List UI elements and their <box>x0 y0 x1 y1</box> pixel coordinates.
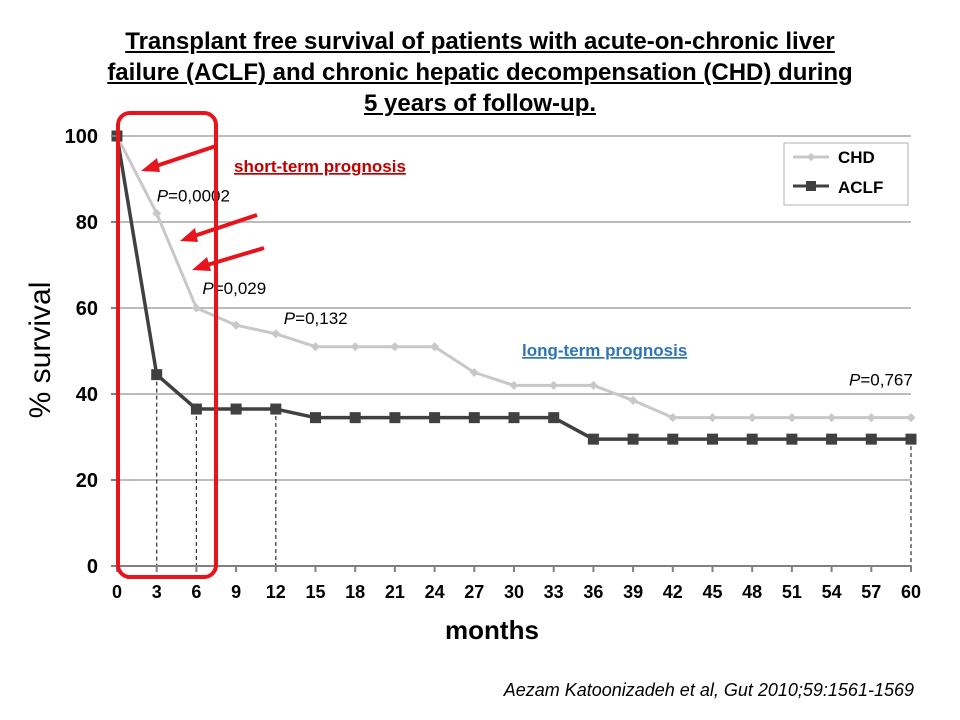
arrow-line <box>193 213 258 238</box>
data-point-chd <box>390 342 400 352</box>
data-point-chd <box>827 413 837 423</box>
legend-aclf-marker <box>806 181 816 191</box>
grid-lines <box>117 135 911 481</box>
data-point-aclf <box>468 412 480 424</box>
title-line: 5 years of follow-up. <box>363 90 597 117</box>
x-tick-label: 57 <box>861 582 881 602</box>
x-tick-label: 21 <box>385 582 405 602</box>
data-point-aclf <box>190 403 202 415</box>
p-value-label: P=0,132 <box>284 309 348 328</box>
x-tick-label: 45 <box>702 582 722 602</box>
data-point-chd <box>549 380 559 390</box>
y-tick-label: 40 <box>76 384 98 406</box>
x-tick-label: 24 <box>425 582 445 602</box>
data-point-aclf <box>429 412 441 424</box>
y-tick-label: 20 <box>76 470 98 492</box>
x-tick-label: 36 <box>583 582 603 602</box>
data-point-chd <box>628 395 638 405</box>
data-point-aclf <box>865 433 877 445</box>
y-axis-label: % survival <box>24 282 57 419</box>
data-point-chd <box>906 413 916 423</box>
data-point-aclf <box>707 433 718 445</box>
data-point-aclf <box>905 433 917 445</box>
data-point-chd <box>152 208 162 218</box>
x-tick-label: 39 <box>623 582 643 602</box>
x-tick-label: 3 <box>152 582 162 602</box>
data-point-aclf <box>389 412 401 424</box>
x-tick-label: 18 <box>345 582 365 602</box>
y-tick-label: 60 <box>76 298 98 320</box>
data-point-chd <box>509 380 519 390</box>
data-point-chd <box>310 342 321 352</box>
legend-aclf-label: ACLF <box>838 178 883 197</box>
data-point-aclf <box>587 433 599 445</box>
p-value-guide-lines <box>156 374 912 566</box>
legend-box <box>783 142 909 206</box>
x-tick-label: 60 <box>901 582 921 602</box>
title-line: failure (ACLF) and chronic hepatic decom… <box>107 59 853 86</box>
x-tick-label: 51 <box>782 582 802 602</box>
p-value-label: P=0,0002 <box>157 186 230 205</box>
chart-title: Transplant free survival of patients wit… <box>0 26 960 119</box>
arrow-head <box>141 158 160 172</box>
x-tick-label: 12 <box>266 582 286 602</box>
arrow-line <box>155 144 217 168</box>
data-point-aclf <box>508 412 520 424</box>
data-point-chd <box>668 413 678 423</box>
data-point-aclf <box>270 403 282 415</box>
short-term-prognosis-label: short-term prognosis <box>234 157 406 176</box>
annotation-arrows <box>141 144 265 271</box>
x-tick-label: 54 <box>822 582 842 602</box>
data-point-chd <box>231 320 241 330</box>
data-point-aclf <box>310 412 321 424</box>
y-tick-label: 0 <box>87 556 98 578</box>
p-value-label: P=0,029 <box>202 279 266 298</box>
x-tick-label: 6 <box>191 582 201 602</box>
y-tick-label: 100 <box>65 126 98 148</box>
x-tick-label: 0 <box>112 582 122 602</box>
citation: Aezam Katoonizadeh et al, Gut 2010;59:15… <box>503 680 914 700</box>
data-point-chd <box>707 413 718 423</box>
data-point-chd <box>350 342 360 352</box>
series-layer <box>111 130 917 445</box>
arrow-head <box>192 257 211 271</box>
long-term-prognosis-label: long-term prognosis <box>522 341 687 360</box>
data-point-chd <box>866 413 876 423</box>
p-value-label: P=0,767 <box>849 371 913 390</box>
data-point-aclf <box>667 433 679 445</box>
x-tick-label: 42 <box>663 582 683 602</box>
tick-labels: 0 3 6 9 12 15 18 21 24 27 30 33 36 39 42 45 48 51 54 57 6002… <box>65 126 921 602</box>
short-term-highlight-box <box>116 111 218 579</box>
p-value-labels: P=0,0002 P=0,029 P=0,132 P=0,767 <box>157 186 913 389</box>
x-tick-label: 33 <box>544 582 564 602</box>
data-point-aclf <box>230 403 242 415</box>
data-point-aclf <box>746 433 758 445</box>
x-tick-label: 30 <box>504 582 524 602</box>
data-point-aclf <box>151 369 163 381</box>
x-tick-label: 15 <box>305 582 325 602</box>
data-point-aclf <box>826 433 838 445</box>
arrow-line <box>206 246 265 267</box>
data-point-chd <box>787 413 797 423</box>
data-point-chd <box>588 380 598 390</box>
arrow-head <box>180 228 198 242</box>
data-point-aclf <box>786 433 798 445</box>
legend-chd-label: CHD <box>838 148 875 167</box>
x-tick-label: 48 <box>742 582 762 602</box>
data-point-aclf <box>548 412 560 424</box>
x-axis-label: months <box>445 615 539 645</box>
x-tick-label: 9 <box>231 582 241 602</box>
data-point-aclf <box>627 433 639 445</box>
legend: CHD ACLF <box>783 142 909 206</box>
y-tick-label: 80 <box>76 212 98 234</box>
title-line: Transplant free survival of patients wit… <box>125 28 835 55</box>
data-point-aclf <box>349 412 361 424</box>
data-point-chd <box>191 303 201 313</box>
data-point-chd <box>271 329 281 339</box>
x-tick-label: 27 <box>464 582 484 602</box>
data-point-chd <box>747 413 757 423</box>
